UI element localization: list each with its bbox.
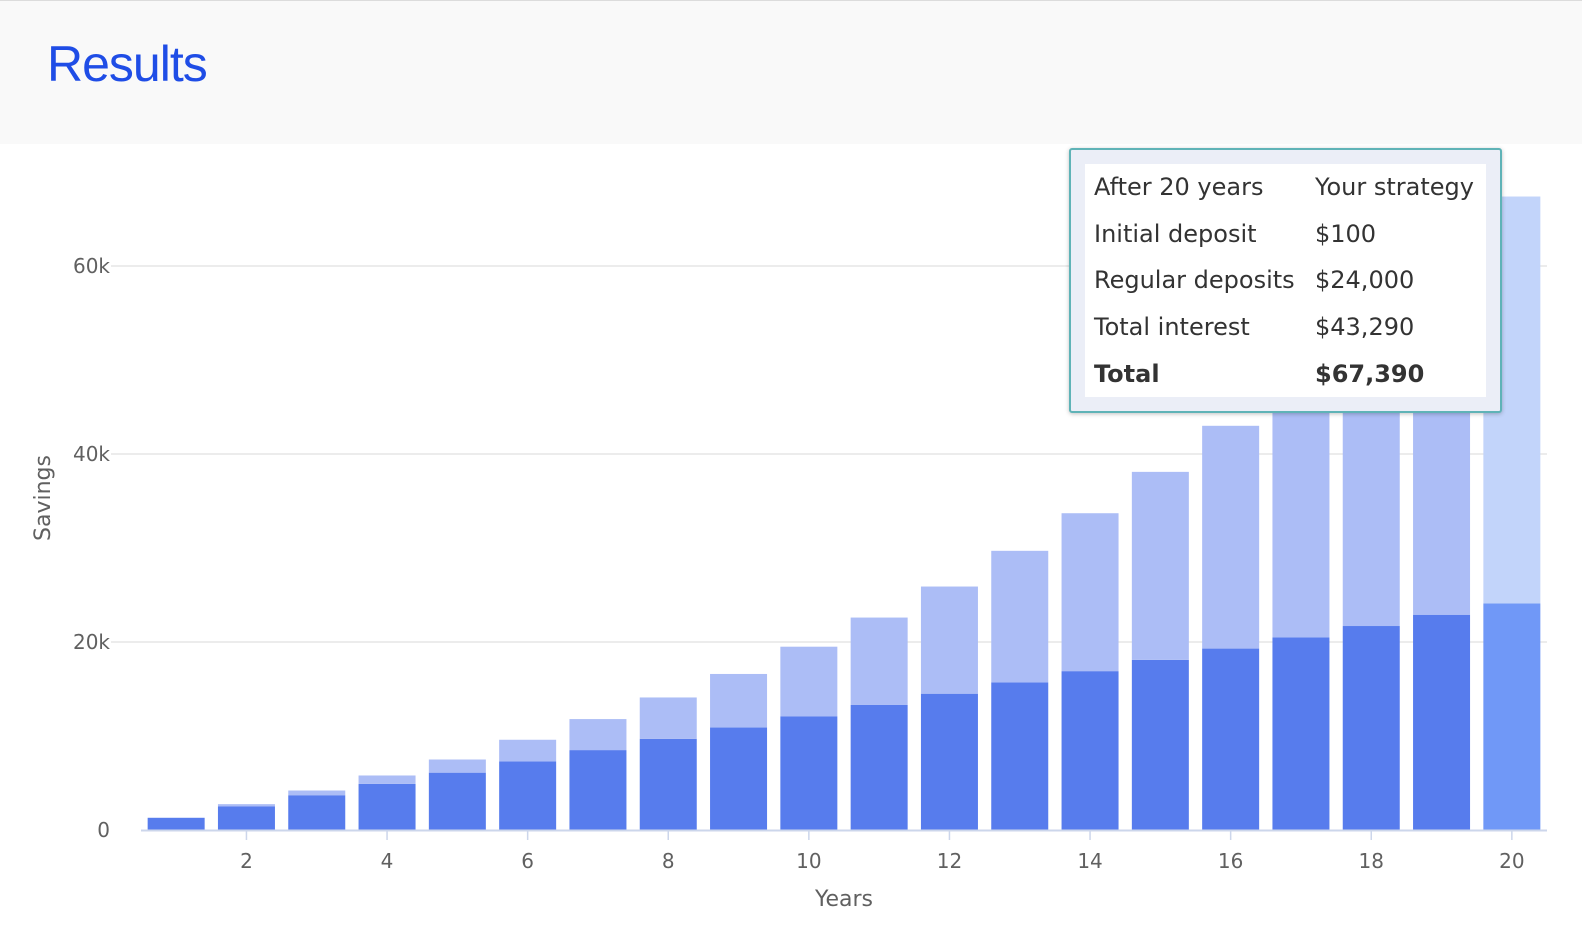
x-tick-label: 2: [240, 849, 253, 873]
tooltip-value: Your strategy: [1315, 173, 1474, 202]
bar-deposits: [217, 806, 275, 830]
bar-interest: [217, 804, 275, 807]
x-tick-label: 10: [796, 849, 821, 873]
tooltip-table: After 20 years Your strategy Initial dep…: [1085, 164, 1474, 397]
bar-interest: [569, 719, 627, 751]
x-tick-label: 6: [521, 849, 534, 873]
x-tick-label: 4: [381, 849, 394, 873]
tooltip-row-initial-deposit: Initial deposit $100: [1085, 211, 1474, 258]
bar-deposits: [780, 716, 838, 830]
bar-deposits: [569, 750, 627, 830]
bar-deposits: [1483, 603, 1541, 830]
bar-interest: [358, 775, 416, 784]
tooltip-label: Regular deposits: [1094, 266, 1295, 295]
tooltip-row-total-interest: Total interest $43,290: [1085, 304, 1474, 351]
bar-deposits: [288, 795, 346, 830]
bar-deposits: [1413, 614, 1471, 830]
savings-chart-svg: 0 20k 40k 60k 2 4 6 8 10 12 14 16 18 20 Years Savings: [31, 196, 1547, 912]
x-tick-label: 14: [1077, 849, 1102, 873]
bar-deposits: [1342, 626, 1400, 830]
savings-chart: 0 20k 40k 60k 2 4 6 8 10 12 14 16 18 20 Years Savings: [0, 144, 1582, 944]
bar-deposits: [639, 738, 697, 830]
x-tick-label: 20: [1499, 849, 1524, 873]
tooltip-label: Total: [1094, 359, 1160, 388]
x-tick-label: 18: [1359, 849, 1384, 873]
bar-interest: [1131, 471, 1189, 660]
tooltip-value: $43,290: [1315, 313, 1415, 342]
chart-tooltip: After 20 years Your strategy Initial dep…: [1069, 148, 1502, 413]
bar-deposits: [147, 817, 205, 830]
bar-deposits: [1202, 648, 1260, 830]
bar-deposits: [991, 682, 1049, 830]
tooltip-value: $24,000: [1315, 266, 1415, 295]
tooltip-label: After 20 years: [1094, 173, 1264, 202]
bar-deposits: [1061, 671, 1119, 830]
tooltip-body: After 20 years Your strategy Initial dep…: [1085, 164, 1486, 397]
bar-deposits: [920, 693, 978, 830]
bar-interest: [639, 697, 697, 739]
bar-interest: [710, 673, 768, 728]
x-axis-title: Years: [814, 887, 873, 912]
bar-interest: [288, 790, 346, 796]
results-header: Results: [0, 1, 1582, 144]
bar-interest: [850, 617, 908, 705]
bar-deposits: [1272, 637, 1330, 830]
bar-interest: [780, 646, 838, 717]
x-tick-label: 8: [662, 849, 675, 873]
bar-interest: [1202, 425, 1260, 649]
tooltip-row-total: Total $67,390: [1085, 350, 1474, 397]
tooltip-label: Initial deposit: [1094, 219, 1257, 248]
bar-interest: [1272, 380, 1330, 638]
tooltip-value: $67,390: [1315, 359, 1425, 388]
y-tick-label: 40k: [73, 442, 110, 466]
bar-deposits: [358, 783, 416, 830]
tooltip-row-header: After 20 years Your strategy: [1085, 164, 1474, 211]
y-axis-title: Savings: [31, 455, 56, 541]
bar-deposits: [428, 772, 486, 830]
tooltip-value: $100: [1315, 219, 1377, 248]
y-tick-label: 60k: [73, 254, 110, 278]
bar-interest: [1061, 513, 1119, 672]
top-divider: [0, 0, 1582, 1]
tooltip-label: Total interest: [1094, 313, 1250, 342]
bar-interest: [991, 550, 1049, 683]
y-tick-label: 20k: [73, 630, 110, 654]
x-tick-label: 16: [1218, 849, 1243, 873]
x-tick-label: 12: [937, 849, 962, 873]
bar-interest: [428, 759, 486, 773]
tooltip-row-regular-deposits: Regular deposits $24,000: [1085, 257, 1474, 304]
bar-deposits: [850, 704, 908, 830]
bar-interest: [920, 586, 978, 694]
y-tick-label: 0: [97, 818, 110, 842]
page-title: Results: [47, 36, 208, 92]
bar-deposits: [499, 761, 557, 830]
bar-interest: [499, 739, 557, 762]
bar-deposits: [1131, 659, 1189, 830]
bar-deposits: [710, 727, 768, 830]
